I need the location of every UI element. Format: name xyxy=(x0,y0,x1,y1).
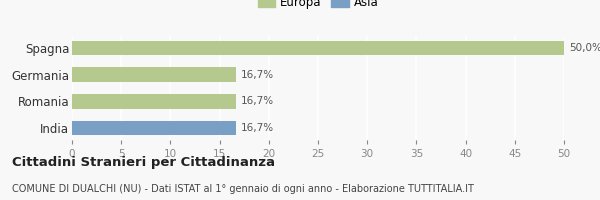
Bar xyxy=(72,67,236,82)
Legend: Europa, Asia: Europa, Asia xyxy=(256,0,380,11)
Text: 16,7%: 16,7% xyxy=(241,123,274,133)
Bar xyxy=(72,94,236,109)
Bar xyxy=(72,41,564,55)
Text: Cittadini Stranieri per Cittadinanza: Cittadini Stranieri per Cittadinanza xyxy=(12,156,275,169)
Text: COMUNE DI DUALCHI (NU) - Dati ISTAT al 1° gennaio di ogni anno - Elaborazione TU: COMUNE DI DUALCHI (NU) - Dati ISTAT al 1… xyxy=(12,184,474,194)
Text: 16,7%: 16,7% xyxy=(241,70,274,80)
Text: 50,0%: 50,0% xyxy=(569,43,600,53)
Text: 16,7%: 16,7% xyxy=(241,96,274,106)
Bar xyxy=(72,121,236,135)
